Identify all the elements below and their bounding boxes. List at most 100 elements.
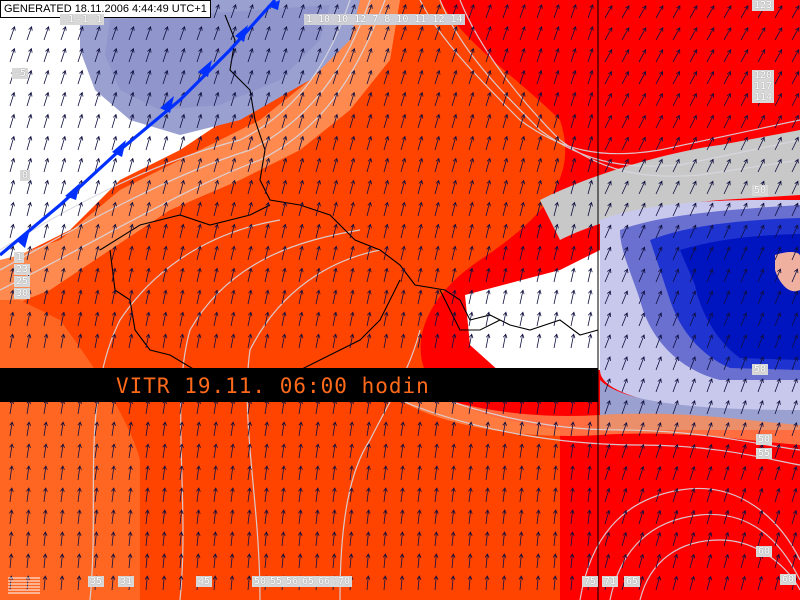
wind-arrow [298, 465, 303, 481]
wind-arrow [655, 92, 663, 107]
wind-arrow [502, 113, 509, 129]
wind-arrow [740, 400, 747, 415]
wind-arrow [621, 158, 629, 173]
wind-arrow [213, 289, 219, 305]
wind-arrow [434, 91, 441, 107]
wind-arrow [740, 509, 747, 525]
wind-arrow [689, 114, 697, 129]
wind-arrow [94, 47, 101, 63]
wind-arrow [9, 47, 16, 63]
wind-arrow [791, 92, 799, 107]
wind-arrow [314, 553, 320, 569]
wind-arrow [145, 289, 151, 305]
wind-arrow [553, 91, 560, 107]
wind-arrow [230, 47, 237, 63]
wind-arrow [264, 245, 270, 261]
wind-arrow [655, 334, 662, 349]
wind-arrow [655, 268, 663, 283]
wind-arrow [145, 135, 152, 151]
wind-arrow [570, 26, 577, 41]
wind-arrow [689, 443, 696, 459]
wind-arrow [383, 223, 389, 239]
wind-arrow [161, 553, 167, 569]
wind-arrow [587, 245, 593, 261]
wind-arrow [94, 245, 100, 261]
wind-arrow [280, 531, 286, 547]
wind-arrow [298, 245, 304, 261]
wind-arrow [128, 26, 135, 41]
wind-arrow [740, 422, 747, 437]
wind-arrow [230, 421, 235, 437]
wind-arrow [501, 553, 507, 569]
wind-arrow [740, 553, 747, 569]
wind-arrow [791, 400, 798, 415]
wind-arrow [111, 26, 118, 41]
wind-arrow [179, 487, 184, 503]
wind-arrow [213, 91, 220, 107]
wind-arrow [332, 26, 339, 41]
wind-arrow [740, 487, 747, 503]
wind-arrow [366, 333, 372, 349]
wind-arrow [332, 443, 337, 459]
wind-arrow [757, 224, 765, 239]
wind-arrow [366, 201, 372, 217]
darkblue-field [680, 234, 800, 360]
wind-arrow [689, 268, 697, 283]
wind-arrow [77, 333, 83, 349]
wind-arrow [570, 223, 576, 239]
wind-arrow [706, 443, 713, 459]
wind-arrow [400, 245, 406, 261]
wind-arrow [774, 531, 781, 547]
wind-arrow [196, 91, 203, 107]
wind-arrow [43, 91, 50, 107]
wind-arrow [264, 421, 269, 437]
wind-arrow [298, 311, 304, 327]
wind-arrow [195, 553, 201, 569]
wind-arrow [94, 443, 99, 459]
wind-arrow [791, 5, 800, 19]
contour-label: 60 [756, 546, 773, 557]
wind-arrow [604, 202, 612, 217]
wind-arrow [213, 69, 220, 85]
wind-arrow [60, 91, 67, 107]
wind-arrow [655, 136, 663, 151]
wind-arrow [723, 422, 730, 437]
wind-arrow [655, 553, 662, 569]
wind-arrow [213, 267, 219, 283]
wind-arrow [365, 531, 371, 547]
wind-arrow [485, 135, 492, 151]
wind-arrow [689, 378, 696, 393]
wind-arrow [791, 553, 798, 569]
wind-arrow [791, 290, 799, 305]
wind-arrow [348, 553, 354, 569]
wind-arrow [366, 245, 372, 261]
wind-arrow [553, 245, 559, 261]
wind-arrow [247, 223, 253, 239]
wind-arrow [315, 421, 320, 437]
wind-arrow [468, 223, 474, 239]
wind-arrow [213, 135, 220, 151]
contour-label: 66 [316, 576, 333, 587]
cold-front [0, 0, 280, 257]
wind-arrow [145, 333, 151, 349]
wind-arrow [791, 487, 798, 503]
wind-arrow [179, 289, 185, 305]
wind-arrow [230, 443, 235, 459]
wind-arrow [9, 157, 16, 173]
wind-arrow [774, 575, 780, 591]
wind-arrow [264, 91, 271, 107]
wind-arrow [689, 202, 697, 217]
wind-arrow [77, 245, 83, 261]
wind-arrow [349, 311, 355, 327]
wind-arrow [655, 290, 663, 305]
wind-arrow [723, 378, 730, 393]
wind-arrow [535, 553, 541, 569]
wind-arrow [689, 290, 697, 305]
wind-arrow [247, 47, 254, 63]
wind-arrow [212, 575, 218, 591]
wind-arrow [213, 223, 219, 239]
wind-arrow [26, 26, 33, 41]
wind-arrow [298, 289, 304, 305]
wind-arrow [672, 422, 679, 437]
wind-arrow [230, 223, 236, 239]
